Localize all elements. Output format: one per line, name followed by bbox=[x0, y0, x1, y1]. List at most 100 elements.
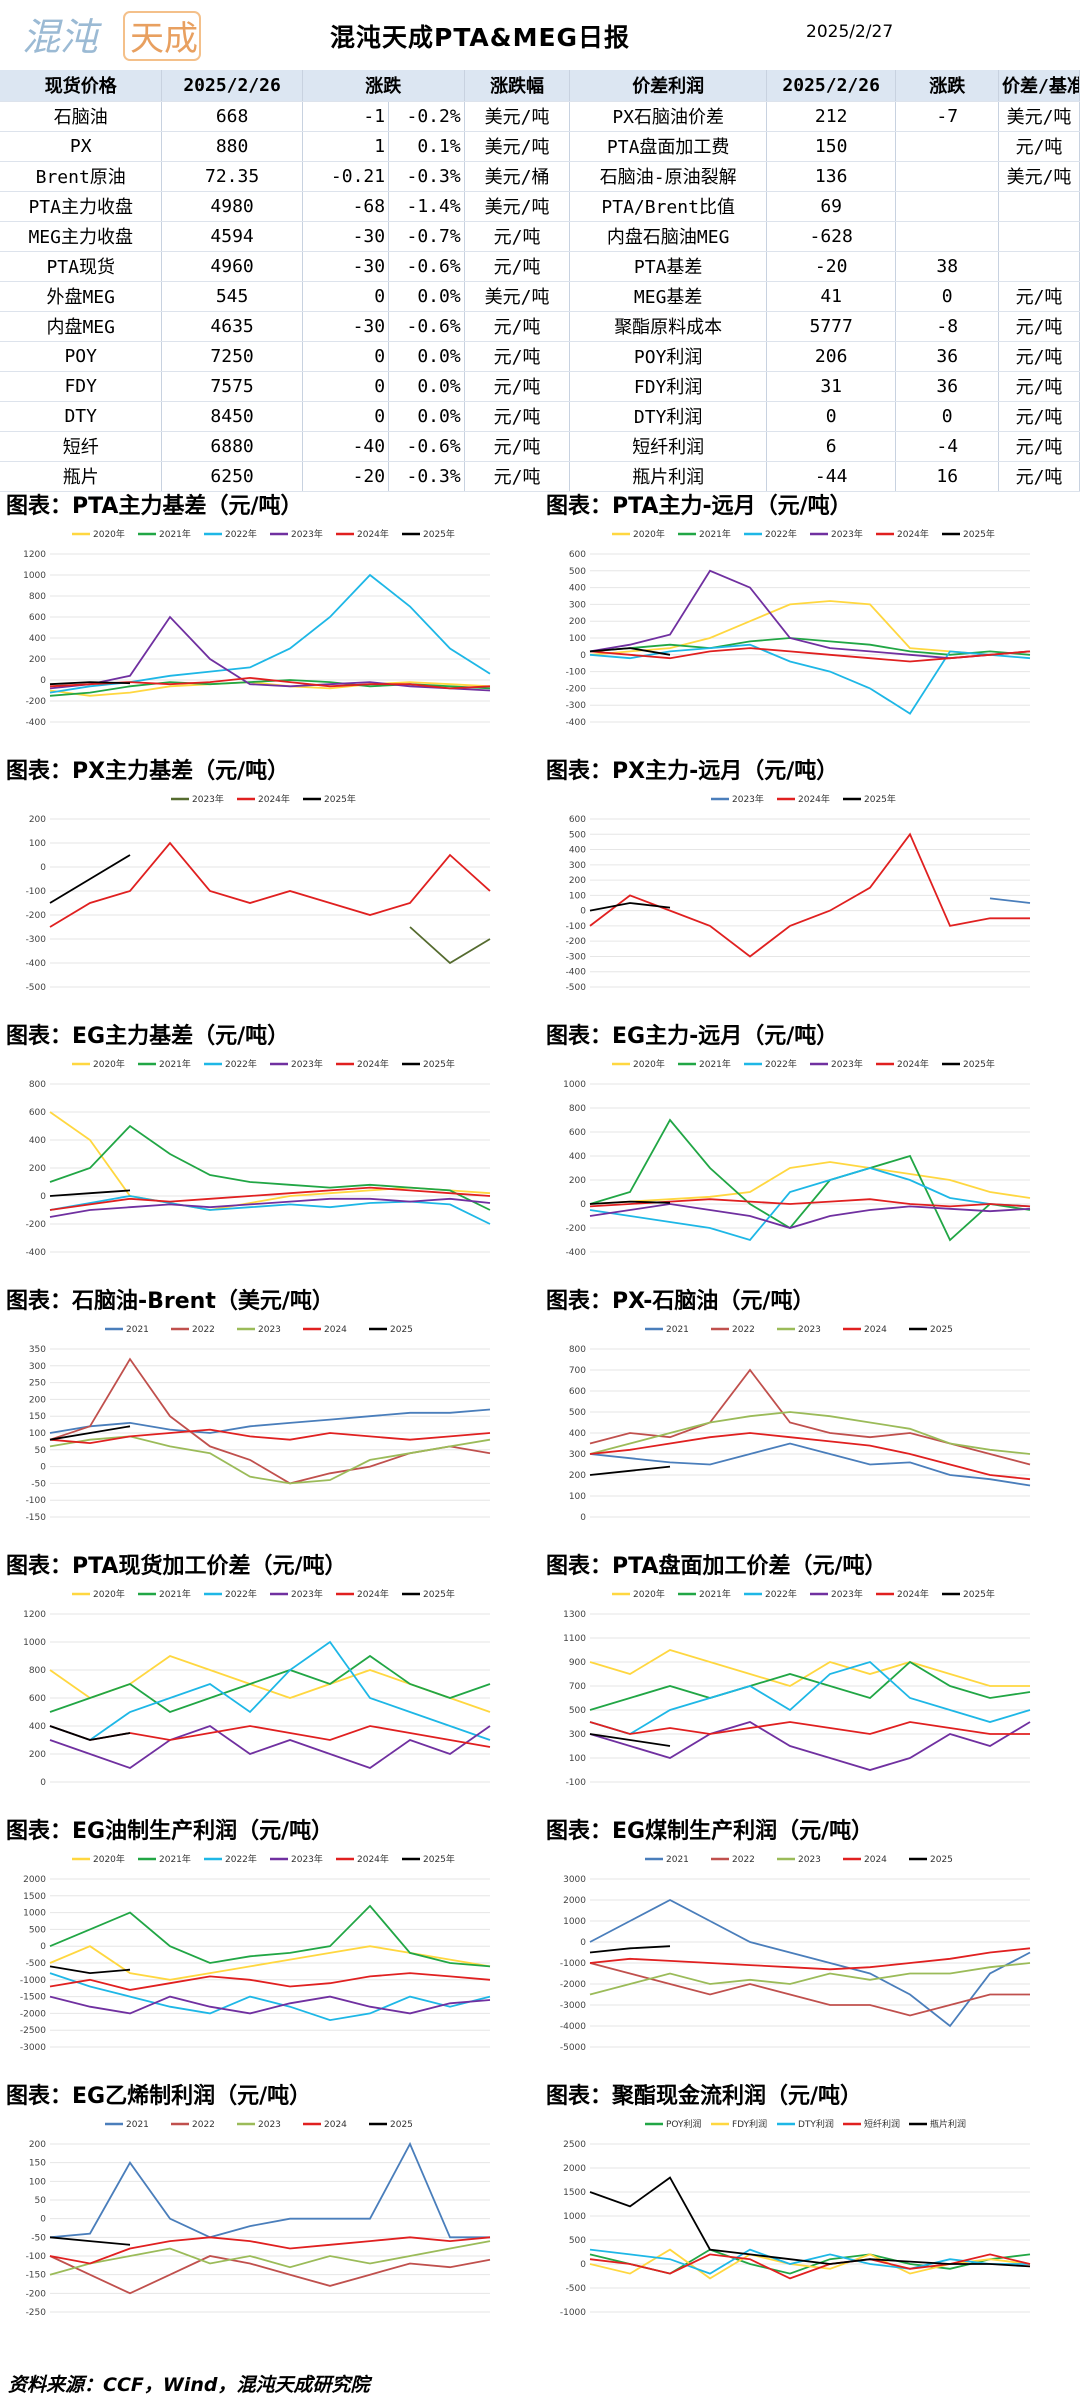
table-cell: 6880 bbox=[161, 431, 303, 462]
y-tick-label: -150 bbox=[26, 2271, 47, 2281]
legend-label: 2024年 bbox=[897, 1588, 929, 1600]
table-cell: PTA/Brent比值 bbox=[569, 191, 767, 222]
legend-label: 2025年 bbox=[864, 793, 896, 805]
chart-title: 图表：PTA现货加工价差（元/吨） bbox=[6, 1554, 347, 1579]
table-cell: 美元/吨 bbox=[464, 191, 571, 222]
table-cell: 206 bbox=[766, 341, 897, 372]
table-cell: -0.3% bbox=[388, 161, 465, 192]
table-cell: 元/吨 bbox=[464, 461, 571, 492]
series-line bbox=[589, 1161, 1031, 1205]
chart-panel: 图表：PTA盘面加工价差（元/吨） 2020年 2021年 2022年 2023年 202… bbox=[540, 1548, 1080, 1818]
y-tick-label: -200 bbox=[26, 1220, 47, 1230]
legend-label: 2020年 bbox=[93, 528, 125, 540]
series-line bbox=[589, 1649, 1030, 1687]
table-cell: 36 bbox=[895, 341, 999, 372]
y-tick-label: -2500 bbox=[20, 2026, 46, 2036]
legend-label: 2022年 bbox=[765, 1588, 797, 1600]
y-tick-label: -400 bbox=[566, 1248, 587, 1258]
y-tick-label: -500 bbox=[566, 983, 587, 993]
legend-label: 2021年 bbox=[699, 528, 731, 540]
table-row: 内盘MEG 4635 -30 -0.6% 元/吨 聚酯原料成本 5777 -8 元/吨 bbox=[0, 311, 1080, 342]
y-tick-label: 100 bbox=[29, 2177, 46, 2187]
table-cell: -0.6% bbox=[388, 311, 465, 342]
chart-title: 图表：PTA主力基差（元/吨） bbox=[6, 494, 303, 519]
y-tick-label: 400 bbox=[569, 584, 586, 594]
y-tick-label: 300 bbox=[569, 1450, 586, 1460]
series-line bbox=[589, 1660, 1031, 1711]
svg-text:混沌: 混沌 bbox=[22, 15, 102, 59]
series-line bbox=[49, 1408, 491, 1434]
series-line bbox=[49, 2236, 131, 2246]
y-tick-label: 0 bbox=[40, 1463, 46, 1473]
y-tick-label: -250 bbox=[26, 2308, 47, 2318]
table-cell: 0.0% bbox=[388, 371, 465, 402]
chart-panel: 图表：PX-石脑油（元/吨） 2021 2022 2023 2024 2025 800 700… bbox=[540, 1283, 1080, 1553]
legend-label: 2021 bbox=[126, 1325, 149, 1335]
y-tick-label: -200 bbox=[566, 937, 587, 947]
y-tick-label: 900 bbox=[569, 1658, 586, 1668]
y-tick-label: 300 bbox=[569, 861, 586, 871]
series-line bbox=[589, 1200, 671, 1205]
table-row: 石脑油 668 -1 -0.2% 美元/吨 PX石脑油价差 212 -7 美元/吨 bbox=[0, 101, 1080, 132]
y-tick-label: -500 bbox=[566, 2284, 587, 2294]
table-cell: 4980 bbox=[161, 191, 303, 222]
table-cell: -30 bbox=[302, 311, 390, 342]
legend-label: 2020年 bbox=[93, 1058, 125, 1070]
y-tick-label: 0 bbox=[580, 2260, 586, 2270]
legend-label: 2023年 bbox=[831, 1588, 863, 1600]
y-tick-label: 400 bbox=[569, 1429, 586, 1439]
chart-panel: 图表：EG煤制生产利润（元/吨） 2021 2022 2023 2024 2025 3000… bbox=[540, 1813, 1080, 2083]
table-cell: PX石脑油价差 bbox=[569, 101, 767, 132]
chart-panel: 图表：EG主力基差（元/吨） 2020年 2021年 2022年 2023年 2024年 2… bbox=[0, 1018, 540, 1288]
series-line bbox=[49, 1357, 491, 1485]
y-tick-label: -200 bbox=[26, 2289, 47, 2299]
table-cell: 元/吨 bbox=[998, 281, 1080, 312]
table-cell: 212 bbox=[766, 101, 897, 132]
table-row: PX 880 1 0.1% 美元/吨 PTA盘面加工费 150 元/吨 bbox=[0, 131, 1080, 162]
y-tick-label: 700 bbox=[569, 1682, 586, 1692]
series-line bbox=[49, 681, 491, 697]
legend-label: 2022年 bbox=[225, 1853, 257, 1865]
series-line bbox=[589, 1368, 1031, 1466]
y-tick-label: -3000 bbox=[560, 2001, 586, 2011]
table-cell: 4960 bbox=[161, 251, 303, 282]
legend-label: 2023年 bbox=[291, 528, 323, 540]
legend-label: 2025年 bbox=[423, 1853, 455, 1865]
y-tick-label: -100 bbox=[566, 1778, 587, 1788]
y-tick-label: 700 bbox=[569, 1366, 586, 1376]
legend-label: 2023 bbox=[798, 1855, 821, 1865]
series-line bbox=[49, 1972, 491, 2022]
y-tick-label: 800 bbox=[29, 592, 46, 602]
y-tick-label: 500 bbox=[569, 567, 586, 577]
y-tick-label: 1000 bbox=[563, 1080, 586, 1090]
legend-label: 2025年 bbox=[963, 528, 995, 540]
legend-label: 2024 bbox=[324, 2120, 347, 2130]
legend-label: 2025 bbox=[390, 2120, 413, 2130]
y-tick-label: -5000 bbox=[560, 2043, 586, 2053]
table-cell: 元/吨 bbox=[998, 311, 1080, 342]
series-line bbox=[49, 2141, 490, 2239]
series-line bbox=[589, 902, 671, 912]
table-cell: 美元/吨 bbox=[998, 161, 1080, 192]
series-line bbox=[589, 1947, 1031, 1971]
y-tick-label: -100 bbox=[566, 668, 587, 678]
table-row: Brent原油 72.35 -0.21 -0.3% 美元/桶 石脑油-原油裂解 136 美元/… bbox=[0, 161, 1080, 192]
legend-label: 2024年 bbox=[357, 1853, 389, 1865]
y-tick-label: 400 bbox=[569, 1152, 586, 1162]
table-cell: -44 bbox=[766, 461, 897, 492]
y-tick-label: 0 bbox=[580, 1938, 586, 1948]
y-tick-label: 300 bbox=[569, 600, 586, 610]
series-line bbox=[49, 1995, 491, 2015]
series-line bbox=[49, 1428, 491, 1445]
table-cell: -1 bbox=[302, 101, 390, 132]
table-cell: 69 bbox=[766, 191, 897, 222]
table-cell: PTA基差 bbox=[569, 251, 767, 282]
table-row: 短纤 6880 -40 -0.6% 元/吨 短纤利润 6 -4 元/吨 bbox=[0, 431, 1080, 462]
y-tick-label: 600 bbox=[29, 1694, 46, 1704]
chart-title: 图表：PTA盘面加工价差（元/吨） bbox=[546, 1554, 887, 1579]
column-header: 涨跌 bbox=[895, 70, 999, 102]
legend-label: 2024年 bbox=[897, 528, 929, 540]
y-tick-label: -100 bbox=[26, 887, 47, 897]
table-cell: 1 bbox=[302, 131, 390, 162]
series-line bbox=[49, 615, 491, 692]
